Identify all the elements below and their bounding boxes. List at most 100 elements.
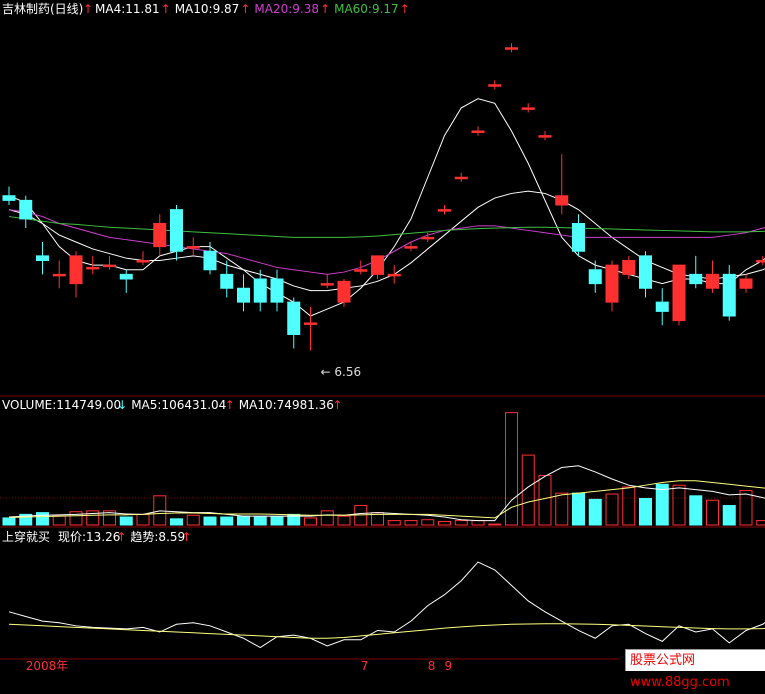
- volume-bar: [521, 454, 535, 526]
- candle-body: [404, 246, 418, 249]
- candle-body: [304, 322, 317, 325]
- candle-body: [270, 278, 284, 303]
- volume-bar: [454, 520, 468, 526]
- volume-ma5-line: [8, 465, 765, 522]
- candle-body: [19, 199, 33, 220]
- volume-bar: [739, 490, 753, 526]
- candle-body: [672, 264, 686, 322]
- arrow-down-icon: ↓: [117, 398, 127, 412]
- candle-body: [471, 130, 485, 133]
- volume-bar: [588, 498, 602, 526]
- volume-bar: [136, 513, 150, 526]
- volume-bar: [689, 495, 703, 526]
- candle-body: [588, 269, 602, 285]
- volume-bar: [320, 510, 334, 526]
- candle-body: [253, 278, 267, 303]
- volume-bar: [119, 516, 133, 526]
- arrow-up-icon: ↑: [161, 2, 171, 16]
- candle-body: [153, 223, 167, 248]
- volume-bar: [605, 493, 619, 526]
- indicator-label-2: 趋势:8.59: [130, 530, 185, 544]
- ma-line-ma60: [8, 216, 765, 238]
- x-axis-label-2: 8: [428, 659, 436, 671]
- candle-body: [103, 264, 116, 268]
- volume-bar: [505, 412, 518, 526]
- volume-bar: [438, 520, 451, 526]
- volume-bar: [2, 517, 16, 526]
- candle-body: [69, 255, 83, 285]
- volume-bar: [655, 483, 669, 526]
- candle-body: [655, 301, 669, 312]
- candle-body: [438, 209, 451, 212]
- candle-body: [237, 287, 250, 303]
- stock-chart: 13.26← 6.56吉林制药(日线)↑MA4:11.81↑MA10:9.87↑…: [0, 2, 765, 671]
- volume-bar: [488, 523, 502, 526]
- volume-bar: [706, 499, 719, 526]
- arrow-up-icon: ↑: [116, 530, 126, 544]
- watermark: 股票公式网www.88gg.com: [625, 649, 765, 690]
- x-axis-label-3: 9: [445, 659, 453, 671]
- arrow-up-icon: ↑: [332, 398, 342, 412]
- volume-ma10-line: [8, 480, 765, 519]
- ma-line-ma20: [8, 209, 765, 275]
- volume-bar: [538, 474, 552, 526]
- candle-body: [722, 273, 736, 317]
- volume-bar: [421, 519, 435, 526]
- volume-bar: [639, 497, 652, 526]
- candle-body: [220, 273, 234, 289]
- candle-body: [354, 269, 368, 272]
- volume-bar: [304, 517, 317, 526]
- candle-body: [622, 260, 636, 275]
- candle-body: [739, 278, 753, 289]
- volume-bar: [672, 484, 686, 526]
- volume-bar: [471, 520, 485, 526]
- candle-body: [136, 260, 150, 263]
- candle-body: [488, 84, 502, 87]
- indicator-label-0: 上穿就买: [2, 529, 50, 544]
- candle-body: [756, 260, 765, 263]
- volume-label-2: MA10:74981.36: [239, 398, 334, 412]
- volume-bar: [722, 505, 736, 526]
- volume-bar: [253, 516, 267, 526]
- volume-bar: [203, 516, 217, 526]
- indicator-label-1: 现价:13.26: [58, 530, 120, 544]
- low-price-label: ← 6.56: [321, 365, 362, 379]
- candle-body: [454, 176, 468, 180]
- volume-bar: [387, 520, 401, 526]
- candle-body: [119, 273, 133, 280]
- volume-label-0: VOLUME:114749.00: [2, 398, 121, 412]
- indicator-label-3: MA60:9.17: [334, 2, 399, 16]
- arrow-up-icon: ↑: [320, 2, 330, 16]
- volume-bar: [237, 515, 250, 526]
- chart-title: 吉林制药(日线): [2, 2, 83, 16]
- volume-bar: [186, 514, 200, 526]
- volume-bar: [86, 510, 100, 526]
- arrow-up-icon: ↑: [225, 398, 235, 412]
- arrow-up-icon: ↑: [240, 2, 250, 16]
- volume-bar: [404, 520, 418, 526]
- candle-body: [639, 255, 652, 289]
- candle-body: [36, 255, 49, 261]
- trend-line: [8, 623, 765, 639]
- candle-body: [538, 135, 552, 138]
- candle-body: [186, 246, 200, 249]
- candle-body: [605, 264, 619, 303]
- volume-bar: [69, 511, 83, 526]
- volume-bar: [555, 492, 569, 526]
- candle-body: [52, 273, 66, 277]
- volume-bar: [270, 516, 284, 526]
- candle-body: [320, 283, 334, 286]
- indicator-label-0: MA4:11.81: [95, 2, 160, 16]
- arrow-up-icon: ↑: [400, 2, 410, 16]
- volume-bar: [19, 513, 33, 526]
- volume-bar: [572, 492, 585, 526]
- candle-body: [170, 209, 183, 252]
- candle-body: [387, 273, 401, 277]
- candle-body: [287, 301, 301, 335]
- volume-bar: [103, 510, 116, 526]
- candle-body: [521, 107, 535, 110]
- candle-body: [421, 236, 435, 240]
- indicator-label-1: MA10:9.87: [175, 2, 240, 16]
- volume-bar: [220, 516, 234, 526]
- candle-body: [203, 250, 217, 271]
